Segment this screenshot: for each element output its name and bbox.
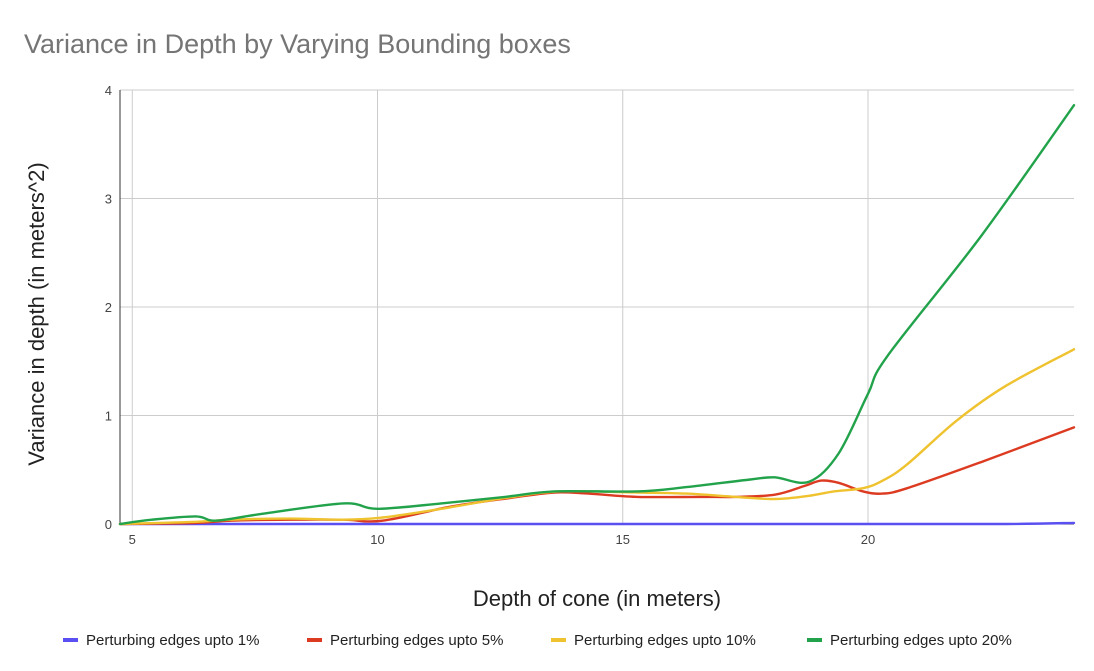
- legend-label: Perturbing edges upto 10%: [574, 632, 756, 649]
- x-tick-label: 20: [861, 532, 875, 547]
- legend-label: Perturbing edges upto 1%: [86, 632, 259, 649]
- legend-swatch: [63, 638, 78, 642]
- y-tick-label: 1: [105, 409, 112, 424]
- y-tick-label: 3: [105, 192, 112, 207]
- grid: [119, 89, 1074, 525]
- series-line-4: [118, 104, 1076, 526]
- legend-swatch: [807, 638, 822, 642]
- x-tick-label: 10: [370, 532, 384, 547]
- x-tick-label: 5: [129, 532, 136, 547]
- y-tick-label: 0: [105, 517, 112, 532]
- legend-swatch: [551, 638, 566, 642]
- legend-label: Perturbing edges upto 20%: [830, 632, 1012, 649]
- y-tick-label: 4: [105, 83, 112, 98]
- y-axis-title: Variance in depth (in meters^2): [24, 162, 49, 465]
- series-lines: [118, 104, 1076, 526]
- series-line-1: [118, 521, 1076, 526]
- chart-title: Variance in Depth by Varying Bounding bo…: [24, 29, 571, 59]
- axis-ticks: 0 1 2 3 4 5 10 15 20: [105, 83, 875, 547]
- y-tick-label: 2: [105, 300, 112, 315]
- series-line-3: [118, 348, 1076, 526]
- legend-swatch: [307, 638, 322, 642]
- legend-label: Perturbing edges upto 5%: [330, 632, 503, 649]
- legend: Perturbing edges upto 1% Perturbing edges…: [63, 632, 1012, 649]
- x-axis-title: Depth of cone (in meters): [473, 586, 721, 611]
- x-tick-label: 15: [616, 532, 630, 547]
